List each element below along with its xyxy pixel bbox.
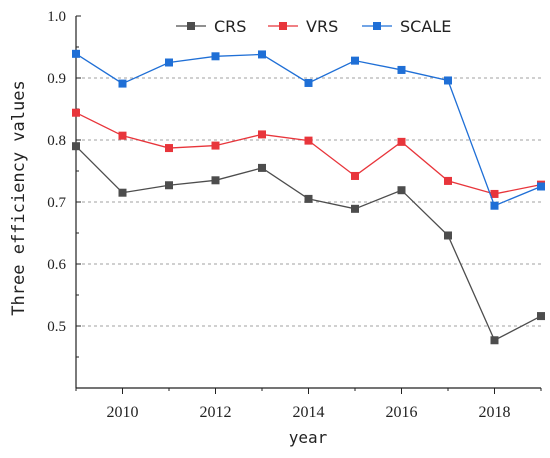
legend-label-vrs: VRS <box>306 17 338 36</box>
x-tick-label: 2012 <box>200 404 232 421</box>
data-point-scale <box>118 79 127 88</box>
y-tick-label: 0.6 <box>47 257 66 273</box>
data-point-scale <box>490 201 499 210</box>
data-point-crs <box>72 142 80 151</box>
data-point-vrs <box>72 108 80 117</box>
data-point-scale <box>72 49 80 58</box>
x-tick-label: 2010 <box>107 404 139 421</box>
data-point-scale <box>444 76 452 85</box>
y-axis-title: Three efficiency values <box>9 80 29 315</box>
legend-marker-vrs <box>279 22 287 30</box>
data-point-vrs <box>304 136 313 145</box>
legend-label-scale: SCALE <box>400 17 451 36</box>
y-tick-labels: 0.5 0.6 0.7 0.8 0.9 1.0 <box>47 9 66 335</box>
data-point-vrs <box>444 176 452 185</box>
data-point-vrs <box>258 130 266 139</box>
data-point-scale <box>165 58 173 67</box>
data-point-scale <box>351 56 359 65</box>
data-point-crs <box>351 204 359 213</box>
data-point-crs <box>444 231 452 240</box>
data-point-scale <box>304 78 313 87</box>
data-point-scale <box>537 182 545 191</box>
data-point-scale <box>397 65 406 74</box>
x-tick-label: 2016 <box>386 404 418 421</box>
legend: CRS VRS SCALE <box>176 17 451 36</box>
x-tick-label: 2018 <box>479 404 511 421</box>
y-tick-label: 0.9 <box>47 71 66 87</box>
data-point-vrs <box>118 131 127 140</box>
data-point-crs <box>490 336 499 345</box>
y-tick-label: 1.0 <box>47 9 66 25</box>
x-tick-labels: 2010 2012 2014 2016 2018 <box>107 404 511 421</box>
data-point-scale <box>258 50 266 59</box>
y-tick-label: 0.5 <box>47 319 66 335</box>
data-point-crs <box>537 312 545 321</box>
data-point-vrs <box>397 137 406 146</box>
data-point-crs <box>165 181 173 190</box>
data-point-vrs <box>165 144 173 153</box>
y-tick-label: 0.8 <box>47 133 66 149</box>
data-point-vrs <box>351 171 359 180</box>
legend-label-crs: CRS <box>214 17 246 36</box>
data-point-crs <box>118 188 127 197</box>
x-tick-label: 2014 <box>293 404 325 421</box>
series-line-scale <box>75 53 542 207</box>
series-line-crs <box>75 145 542 342</box>
data-point-crs <box>397 186 406 195</box>
data-point-scale <box>211 52 220 61</box>
series-group <box>72 49 545 345</box>
data-point-crs <box>304 194 313 203</box>
series-line-vrs <box>75 112 542 195</box>
data-point-crs <box>258 163 266 172</box>
x-axis-title: year <box>289 428 328 447</box>
legend-marker-crs <box>187 22 195 30</box>
y-tick-label: 0.7 <box>47 195 66 211</box>
legend-marker-scale <box>373 22 381 30</box>
data-point-vrs <box>211 141 220 150</box>
data-point-vrs <box>490 189 499 198</box>
data-point-crs <box>211 176 220 185</box>
